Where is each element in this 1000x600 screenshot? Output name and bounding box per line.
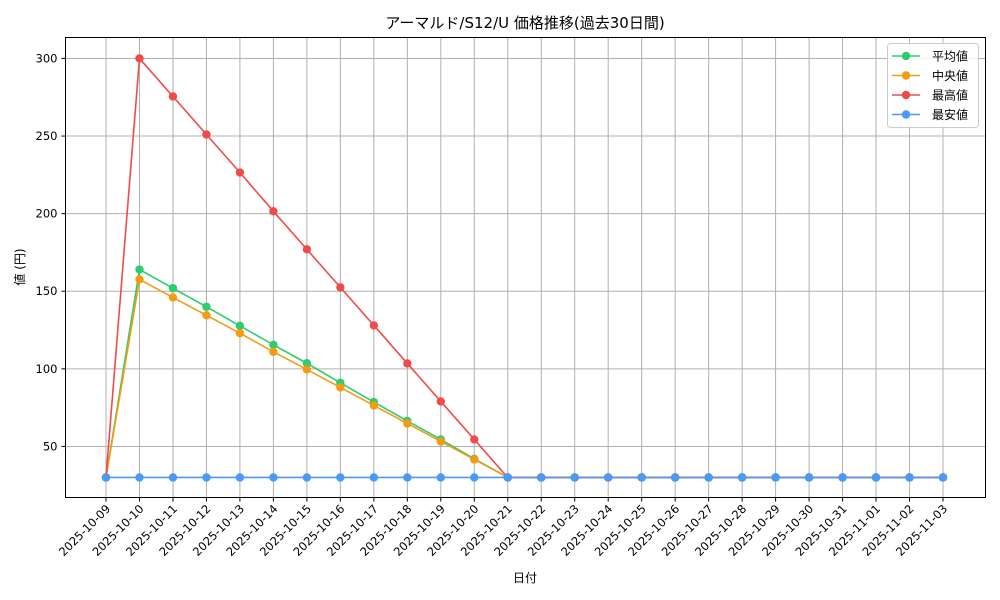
data-point [302, 359, 312, 368]
data-point [269, 473, 278, 482]
data-point [336, 283, 345, 292]
data-point [537, 473, 546, 482]
y-tick-label: 200 [36, 207, 58, 221]
data-point [804, 473, 814, 482]
data-point [269, 340, 278, 349]
data-point [470, 455, 479, 464]
data-point [570, 473, 579, 482]
data-point [369, 473, 379, 482]
y-tick-label: 150 [36, 284, 58, 298]
chart-title: アーマルド/S12/U 価格推移(過去30日間) [385, 14, 664, 32]
data-point [168, 473, 178, 482]
data-point [235, 473, 245, 482]
data-point [202, 311, 211, 320]
legend-marker [901, 71, 911, 80]
grid-lines [65, 37, 986, 498]
data-point [871, 473, 881, 482]
data-point [670, 473, 680, 482]
data-point [771, 473, 780, 482]
x-axis-ticks: 2025-10-092025-10-102025-10-112025-10-12… [56, 497, 950, 559]
data-point [168, 283, 178, 293]
data-point [436, 397, 445, 406]
data-point [235, 321, 245, 331]
data-point [302, 473, 312, 482]
data-point [470, 473, 479, 482]
data-point [403, 473, 412, 482]
x-axis-label: 日付 [513, 571, 537, 585]
data-point [202, 130, 211, 139]
data-point [302, 365, 312, 374]
data-point [369, 401, 379, 410]
data-point [135, 54, 144, 63]
data-point [604, 473, 613, 482]
data-point [905, 473, 914, 482]
data-point [202, 473, 211, 482]
data-point [135, 275, 144, 284]
y-tick-label: 300 [36, 51, 58, 65]
data-point [436, 473, 445, 482]
legend-label: 最安値 [932, 107, 968, 122]
legend-marker [901, 110, 911, 119]
legend-marker [901, 90, 911, 100]
data-point [470, 435, 479, 444]
data-point [168, 92, 178, 101]
data-point [336, 473, 345, 482]
data-point [135, 473, 144, 482]
series-lines [101, 54, 948, 482]
data-point [503, 473, 512, 482]
y-axis-label: 値 (円) [12, 248, 27, 285]
data-point [235, 328, 245, 338]
y-axis-ticks: 50 100 150 200 250 300 [36, 51, 66, 453]
plot-frame [65, 37, 986, 498]
data-point [369, 321, 379, 330]
series-中央値 [101, 275, 948, 482]
data-point [637, 473, 646, 482]
y-tick-label: 100 [36, 362, 58, 376]
data-point [403, 359, 412, 368]
data-point [269, 207, 278, 216]
data-point [101, 473, 111, 482]
data-point [235, 168, 245, 177]
series-平均値 [101, 265, 948, 482]
data-point [202, 302, 211, 311]
legend-label: 平均値 [932, 49, 968, 64]
series-line [105, 56, 943, 479]
series-最高値 [101, 54, 948, 482]
data-point [269, 347, 278, 356]
data-point [168, 293, 178, 302]
data-point [336, 383, 345, 392]
legend-label: 中央値 [932, 68, 968, 83]
data-point [403, 419, 412, 428]
data-point [135, 265, 144, 274]
legend-label: 最高値 [932, 88, 968, 103]
legend-box [887, 43, 979, 128]
data-point [938, 473, 948, 482]
data-point [704, 473, 713, 482]
legend-marker [901, 51, 911, 61]
y-tick-label: 250 [36, 129, 58, 143]
series-line [105, 278, 943, 479]
data-point [302, 245, 312, 254]
series-最安値 [101, 473, 948, 482]
data-point [838, 473, 847, 482]
y-tick-label: 50 [43, 439, 58, 453]
data-point [436, 437, 445, 446]
data-point [737, 473, 747, 482]
